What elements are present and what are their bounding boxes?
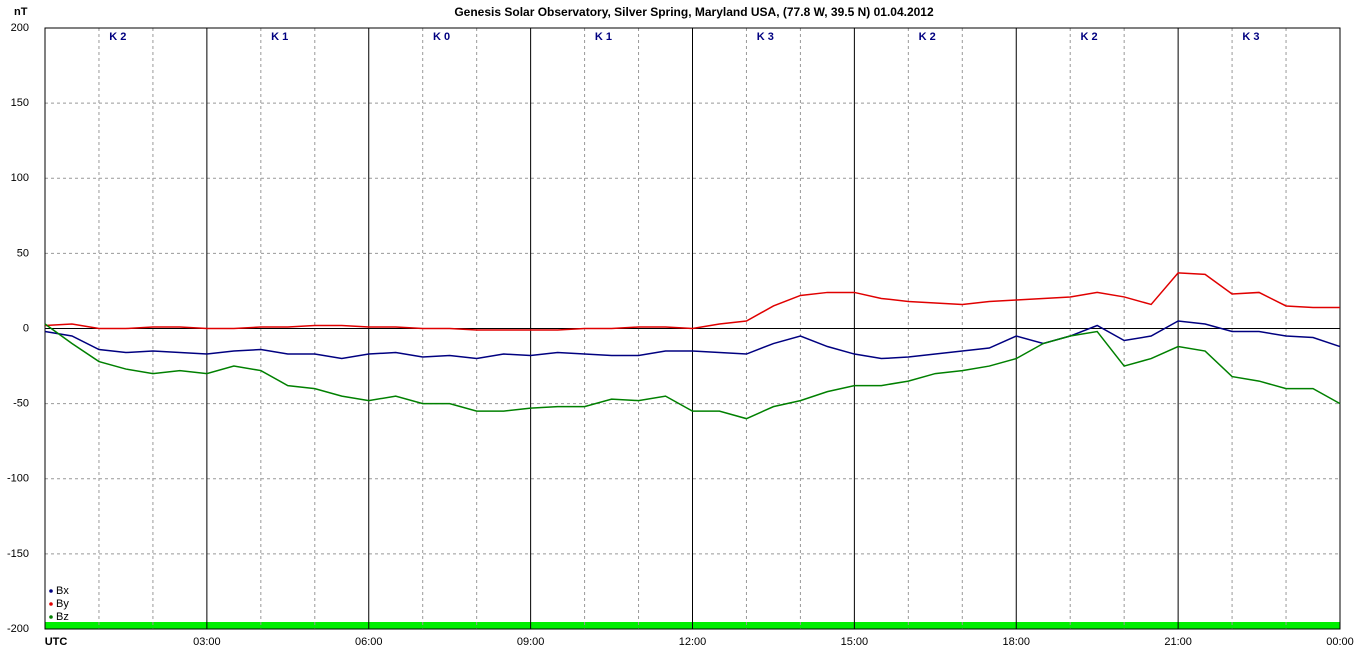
y-tick-label: -100 — [7, 473, 29, 485]
y-tick-label: 50 — [17, 247, 29, 259]
y-tick-label: -150 — [7, 548, 29, 560]
data-line — [44, 272, 1340, 331]
k-index-label: K 2 — [109, 31, 126, 43]
x-tick-label: 15:00 — [841, 636, 869, 648]
k-index-label: K 1 — [271, 31, 288, 43]
y-tick-label: -50 — [13, 398, 29, 410]
x-tick-label: 00:00 — [1326, 636, 1354, 648]
x-tick-label: 09:00 — [517, 636, 545, 648]
legend-label: Bz — [56, 611, 69, 623]
legend-label: Bx — [56, 585, 69, 597]
plot-frame — [44, 27, 1341, 630]
x-tick-label: UTC — [45, 636, 68, 648]
legend-marker — [49, 615, 53, 619]
x-tick-label: 12:00 — [679, 636, 707, 648]
k-index-label: K 0 — [433, 31, 450, 43]
x-tick-label: 06:00 — [355, 636, 383, 648]
k-index-label: K 2 — [919, 31, 936, 43]
y-tick-label: 100 — [11, 172, 29, 184]
legend-marker — [49, 602, 53, 606]
x-tick-label: 03:00 — [193, 636, 221, 648]
y-tick-label: 150 — [11, 97, 29, 109]
y-tick-label: 200 — [11, 22, 29, 34]
k-index-label: K 2 — [1081, 31, 1098, 43]
data-line — [44, 323, 1341, 420]
k-index-label: K 3 — [757, 31, 774, 43]
legend-label: By — [56, 598, 69, 610]
chart-title: Genesis Solar Observatory, Silver Spring… — [454, 5, 934, 19]
x-tick-label: 21:00 — [1164, 636, 1192, 648]
k-index-label: K 1 — [595, 31, 612, 43]
legend-marker — [49, 589, 53, 593]
k-index-label: K 3 — [1242, 31, 1259, 43]
y-tick-label: 0 — [23, 322, 29, 334]
x-tick-label: 18:00 — [1002, 636, 1030, 648]
y-axis-label: nT — [14, 6, 28, 18]
y-tick-label: -200 — [7, 623, 29, 635]
data-line — [44, 320, 1341, 360]
